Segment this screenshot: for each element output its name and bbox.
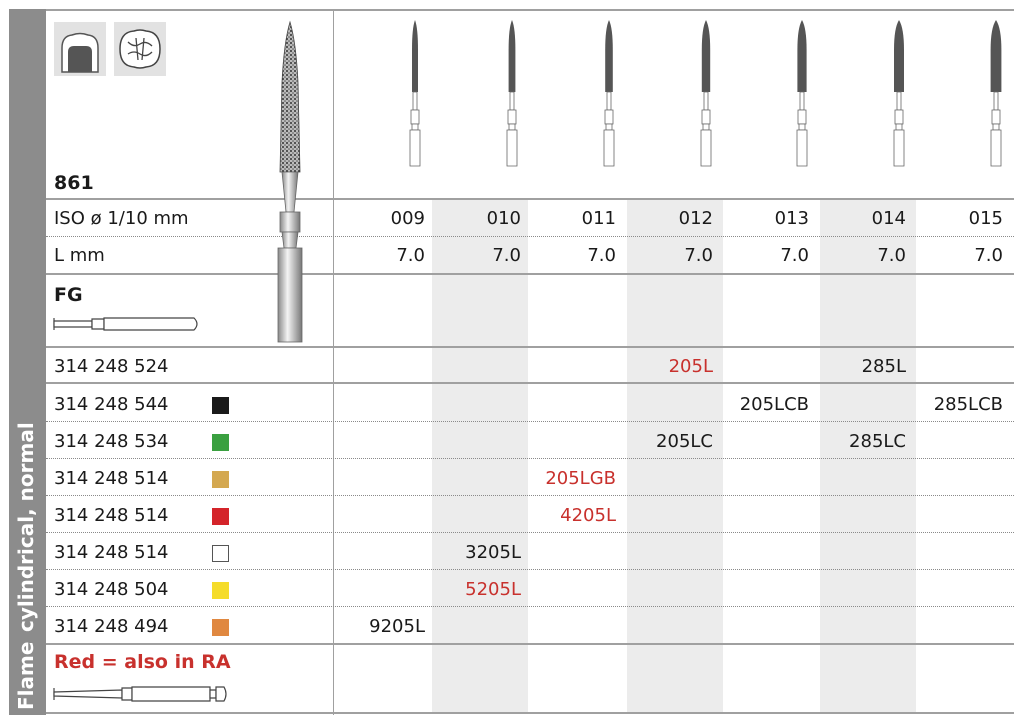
length-value-010: 7.0 [492,245,521,266]
column-divider [333,9,334,715]
product-code: 205L [668,356,713,377]
row6-divider [46,569,1014,570]
order-code: 314 248 494 [54,616,169,637]
product-code: 3205L [465,542,521,563]
figure-number: 861 [54,172,94,194]
shade-col-014 [820,200,916,712]
product-code: 205LC [656,431,713,452]
iso-size-012: 012 [678,208,713,229]
color-swatch [212,434,229,451]
row4-divider [46,495,1014,496]
order-code: 314 248 514 [54,468,169,489]
shade-col-012 [627,200,723,712]
product-code: 285LCB [933,394,1003,415]
length-divider [46,273,1014,275]
crown-prep-icon [54,22,106,76]
length-value-011: 7.0 [587,245,616,266]
sidebar-shape-label: Flame [14,641,38,710]
product-code: 4205L [560,505,616,526]
iso-size-014: 014 [871,208,906,229]
bur-icon-014 [893,20,905,167]
color-swatch [212,619,229,636]
iso-label: ISO ø 1/10 mm [54,208,189,229]
top-border [46,9,1014,11]
length-value-013: 7.0 [780,245,809,266]
product-code: 9205L [369,616,425,637]
product-code: 285LC [849,431,906,452]
order-code: 314 248 514 [54,542,169,563]
bur-icon-012 [700,20,712,167]
length-value-014: 7.0 [877,245,906,266]
row3-divider [46,458,1014,459]
order-code: 314 248 504 [54,579,169,600]
length-value-015: 7.0 [974,245,1003,266]
product-code: 205LCB [739,394,809,415]
color-swatch [212,508,229,525]
order-code: 314 248 534 [54,431,169,452]
shank-label: FG [54,284,83,306]
length-label: L mm [54,245,105,266]
bur-illustration [277,20,303,343]
product-code: 285L [861,356,906,377]
order-code: 314 248 544 [54,394,169,415]
order-code: 314 248 524 [54,356,169,377]
bottom-border [46,712,1014,714]
row5-divider [46,532,1014,533]
red-note: Red = also in RA [54,651,231,673]
bur-icon-010 [506,20,518,167]
row1-divider [46,382,1014,384]
length-value-009: 7.0 [396,245,425,266]
occlusal-prep-icon [114,22,166,76]
ra-shank-icon [53,686,227,702]
iso-size-009: 009 [390,208,425,229]
shank-divider [46,346,1014,348]
iso-divider [46,236,1014,237]
product-code: 205LGB [545,468,616,489]
fg-shank-icon [53,317,198,331]
bur-icon-011 [603,20,615,167]
product-code: 5205L [465,579,521,600]
iso-size-015: 015 [968,208,1003,229]
shade-col-010 [432,200,528,712]
row2-divider [46,421,1014,422]
color-swatch [212,471,229,488]
bur-icon-015 [990,20,1002,167]
row7-divider [46,606,1014,607]
row8-divider [46,643,1014,645]
color-swatch [212,582,229,599]
iso-size-013: 013 [774,208,809,229]
length-value-012: 7.0 [684,245,713,266]
color-swatch [212,397,229,414]
order-code: 314 248 514 [54,505,169,526]
bur-icon-013 [796,20,808,167]
sidebar-category-label: cylindrical, normal [14,422,38,632]
sidebar [9,9,46,715]
iso-size-011: 011 [581,208,616,229]
iso-size-010: 010 [486,208,521,229]
bur-icon-009 [409,20,421,167]
color-swatch [212,545,229,562]
header-divider [46,198,1014,200]
